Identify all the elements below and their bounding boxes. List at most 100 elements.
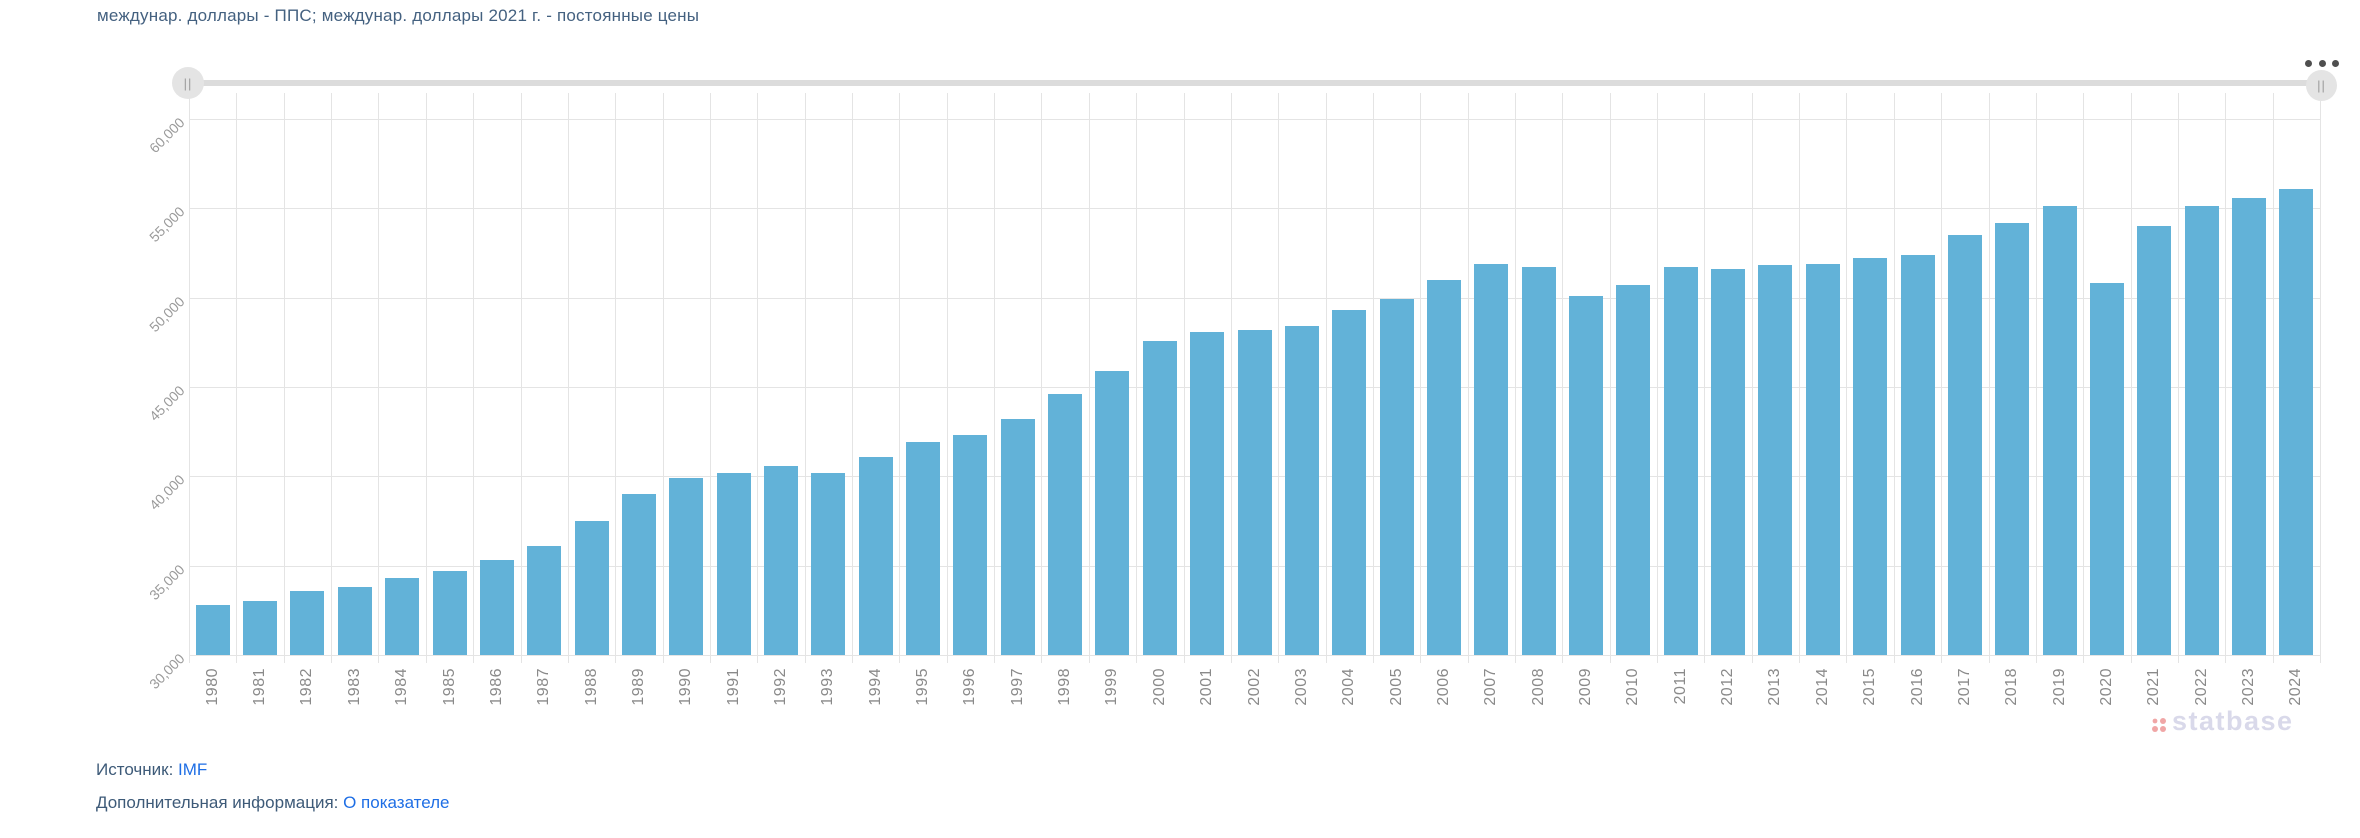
chart-context-menu-icon[interactable] — [2305, 59, 2339, 67]
x-axis-tick-label-2007: 2007 — [1482, 668, 1500, 706]
x-gridline — [425, 93, 427, 663]
x-axis-tick-label-1989: 1989 — [629, 668, 647, 706]
bar-2006[interactable] — [1426, 279, 1461, 655]
bar-1989[interactable] — [621, 494, 656, 655]
source-link[interactable]: IMF — [178, 760, 208, 779]
x-gridline — [2035, 93, 2037, 663]
page-title: междунар. доллары - ППС; междунар. долла… — [97, 6, 700, 25]
bar-1990[interactable] — [669, 478, 704, 655]
bar-2003[interactable] — [1284, 326, 1319, 655]
range-slider-track[interactable] — [188, 80, 2322, 86]
bar-1996[interactable] — [953, 435, 988, 655]
bar-1995[interactable] — [906, 442, 940, 655]
bar-2002[interactable] — [1237, 329, 1272, 655]
bar-1994[interactable] — [858, 456, 893, 655]
y-gridline-30000 — [189, 655, 2320, 656]
bar-1998[interactable] — [1048, 394, 1083, 655]
x-gridline — [236, 93, 238, 663]
y-axis-tick-label: 60,000 — [146, 114, 188, 156]
x-axis-tick-label-2020: 2020 — [2097, 668, 2115, 706]
bar-1985[interactable] — [432, 571, 467, 655]
x-gridline — [520, 93, 522, 663]
bar-2005[interactable] — [1379, 299, 1414, 655]
bar-2009[interactable] — [1569, 295, 1603, 655]
bar-2015[interactable] — [1853, 258, 1888, 655]
x-gridline — [757, 93, 759, 663]
x-axis-tick-label-2017: 2017 — [1955, 668, 1973, 706]
x-axis-tick-label-2013: 2013 — [1766, 668, 1784, 706]
x-gridline — [1136, 93, 1138, 663]
x-axis-tick-label-2006: 2006 — [1434, 668, 1452, 706]
bar-2010[interactable] — [1616, 285, 1651, 655]
drag-grip-icon: || — [183, 75, 193, 91]
bar-2022[interactable] — [2184, 206, 2219, 655]
bar-1991[interactable] — [716, 472, 751, 655]
bar-2024[interactable] — [2279, 188, 2314, 655]
y-axis-tick-label: 30,000 — [146, 650, 188, 692]
bar-2023[interactable] — [2232, 197, 2266, 655]
bar-1981[interactable] — [243, 601, 277, 655]
x-axis-tick-label-1995: 1995 — [914, 668, 931, 706]
bar-2011[interactable] — [1663, 267, 1698, 655]
x-gridline — [1467, 93, 1469, 663]
x-axis-tick-label-1999: 1999 — [1103, 668, 1121, 706]
bar-1984[interactable] — [385, 578, 420, 655]
range-slider-right-handle[interactable]: || — [2306, 70, 2337, 101]
x-axis-tick-label-1992: 1992 — [771, 668, 789, 706]
bar-2021[interactable] — [2137, 226, 2172, 655]
bar-1999[interactable] — [1095, 370, 1130, 655]
info-link[interactable]: О показателе — [343, 793, 450, 812]
y-axis-tick-label: 45,000 — [146, 382, 188, 424]
x-axis-tick-label-2016: 2016 — [1908, 668, 1926, 706]
x-gridline — [2130, 93, 2132, 663]
bar-2017[interactable] — [1947, 235, 1982, 655]
bar-1988[interactable] — [574, 521, 609, 655]
bar-2019[interactable] — [2042, 206, 2077, 655]
bar-2004[interactable] — [1332, 310, 1367, 655]
x-gridline — [994, 93, 995, 663]
bar-2013[interactable] — [1758, 265, 1793, 655]
y-axis-tick-label: 55,000 — [146, 203, 188, 246]
x-gridline — [852, 93, 853, 663]
bar-1980[interactable] — [195, 605, 230, 655]
statbase-watermark-text: statbase — [2172, 706, 2294, 736]
bar-2007[interactable] — [1474, 263, 1509, 655]
range-slider-left-handle[interactable]: || — [172, 67, 204, 99]
bar-1992[interactable] — [763, 465, 798, 655]
bar-2012[interactable] — [1711, 269, 1746, 655]
y-axis-tick-label: 35,000 — [146, 560, 188, 603]
x-axis-tick-label-2001: 2001 — [1198, 668, 1216, 706]
bar-1986[interactable] — [479, 560, 514, 655]
bar-2008[interactable] — [1521, 267, 1556, 655]
y-gridline-55000 — [189, 208, 2320, 210]
bar-2000[interactable] — [1142, 340, 1177, 655]
x-gridline — [2272, 93, 2274, 663]
bar-2020[interactable] — [2089, 283, 2124, 655]
bar-1987[interactable] — [527, 546, 562, 655]
x-axis-tick-label-1993: 1993 — [819, 668, 837, 706]
bar-1983[interactable] — [337, 587, 372, 655]
info-line: Дополнительная информация: О показателе — [96, 793, 450, 813]
bar-1997[interactable] — [1000, 419, 1035, 655]
y-axis-tick-label: 50,000 — [146, 292, 188, 335]
y-gridline-60000 — [189, 118, 2320, 120]
x-axis-tick-label-1982: 1982 — [298, 668, 316, 706]
x-axis-tick-label-2005: 2005 — [1387, 668, 1405, 706]
statbase-watermark: statbase — [2152, 706, 2294, 737]
x-gridline — [1041, 93, 1043, 663]
x-axis-tick-label-1984: 1984 — [393, 668, 411, 706]
bar-1993[interactable] — [811, 472, 846, 655]
bar-1982[interactable] — [290, 590, 325, 655]
bar-2016[interactable] — [1900, 254, 1935, 655]
x-gridline — [331, 93, 333, 663]
bar-2014[interactable] — [1805, 263, 1840, 655]
y-gridline-50000 — [189, 297, 2320, 299]
x-axis-tick-label-1983: 1983 — [345, 668, 363, 706]
x-gridline — [1230, 93, 1232, 663]
x-gridline — [709, 93, 711, 663]
bar-2001[interactable] — [1190, 331, 1225, 655]
x-gridline — [662, 93, 664, 663]
x-gridline — [804, 93, 806, 663]
x-gridline — [2320, 93, 2321, 663]
bar-2018[interactable] — [1995, 222, 2030, 655]
